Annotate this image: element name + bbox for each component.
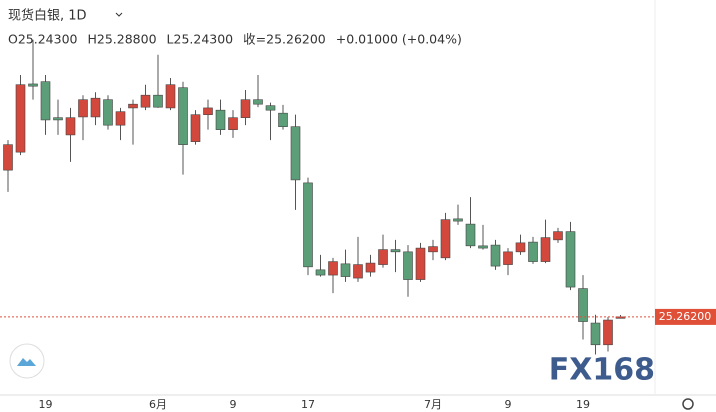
candle-body bbox=[140, 94, 151, 108]
candle-body bbox=[503, 251, 513, 265]
candle-body bbox=[565, 231, 576, 288]
candle-body bbox=[265, 105, 276, 111]
candle-body bbox=[465, 223, 476, 247]
x-tick-label: 19 bbox=[576, 398, 590, 411]
candle-body bbox=[215, 109, 226, 130]
candle-body bbox=[115, 111, 126, 126]
candle-body bbox=[378, 249, 388, 265]
candle-body bbox=[228, 117, 238, 130]
candle-body bbox=[303, 182, 313, 268]
legend-item: O25.24300 bbox=[8, 32, 78, 47]
candle-body bbox=[340, 263, 351, 277]
last-price-label: 25.26200 bbox=[659, 310, 712, 323]
x-tick-label: 9 bbox=[230, 398, 237, 411]
candle-body bbox=[190, 114, 201, 142]
plot bbox=[3, 39, 626, 355]
candle-body bbox=[53, 117, 63, 121]
candle-body bbox=[328, 261, 338, 276]
watermark: FX168 bbox=[549, 353, 655, 388]
candle-body bbox=[540, 237, 551, 262]
candle-body bbox=[3, 144, 13, 171]
candle-body bbox=[578, 288, 588, 322]
candle-body bbox=[390, 249, 401, 253]
candle-body bbox=[403, 251, 413, 280]
candle-body bbox=[553, 231, 563, 241]
chart-title: 现货白银, 1D bbox=[8, 8, 87, 24]
candle-body bbox=[315, 269, 326, 276]
candle-body bbox=[428, 246, 438, 253]
dropdown-chevron[interactable] bbox=[115, 12, 123, 17]
candle-body bbox=[240, 99, 251, 118]
candle-body bbox=[278, 112, 288, 127]
logo-button[interactable] bbox=[9, 343, 45, 379]
legend-item: 收=25.26200 bbox=[243, 32, 326, 47]
candle-body bbox=[590, 322, 601, 346]
last-price-box bbox=[655, 308, 716, 325]
candle-body bbox=[128, 103, 138, 109]
candle-body bbox=[40, 81, 51, 121]
candle-body bbox=[365, 262, 376, 273]
legend: O25.24300 H25.28800 L25.24300 收=25.26200 +0.… bbox=[8, 32, 462, 47]
candle-body bbox=[253, 99, 263, 105]
candle-body bbox=[490, 244, 501, 267]
logo-icon bbox=[17, 358, 36, 366]
candle-body bbox=[290, 126, 301, 181]
candle-body bbox=[78, 99, 88, 118]
legend-item: L25.24300 bbox=[167, 32, 234, 47]
x-tick-label: 17 bbox=[301, 398, 315, 411]
candle-body bbox=[528, 241, 538, 262]
candle-body bbox=[415, 247, 426, 280]
candle-body bbox=[15, 84, 26, 153]
legend-item: H25.28800 bbox=[87, 32, 156, 47]
candle-body bbox=[178, 87, 188, 145]
candle-body bbox=[28, 83, 38, 87]
candle-body bbox=[65, 117, 76, 136]
candle-body bbox=[603, 319, 613, 346]
candle-body bbox=[203, 107, 213, 115]
x-tick-label: 6月 bbox=[149, 398, 167, 411]
x-tick-label: 7月 bbox=[424, 398, 442, 411]
x-tick-label: 19 bbox=[39, 398, 53, 411]
candle-body bbox=[478, 245, 488, 249]
candle-body bbox=[453, 218, 463, 222]
x-tick-label: 9 bbox=[505, 398, 512, 411]
candle-body bbox=[103, 99, 113, 126]
legend-item: +0.01000 (+0.04%) bbox=[336, 32, 462, 47]
candle-body bbox=[353, 264, 363, 279]
candle-body bbox=[440, 219, 451, 259]
candle-body bbox=[165, 84, 176, 109]
settings-button[interactable] bbox=[682, 398, 694, 410]
candle-body bbox=[515, 242, 526, 253]
candle-body bbox=[90, 97, 101, 118]
candle-body bbox=[153, 94, 163, 108]
